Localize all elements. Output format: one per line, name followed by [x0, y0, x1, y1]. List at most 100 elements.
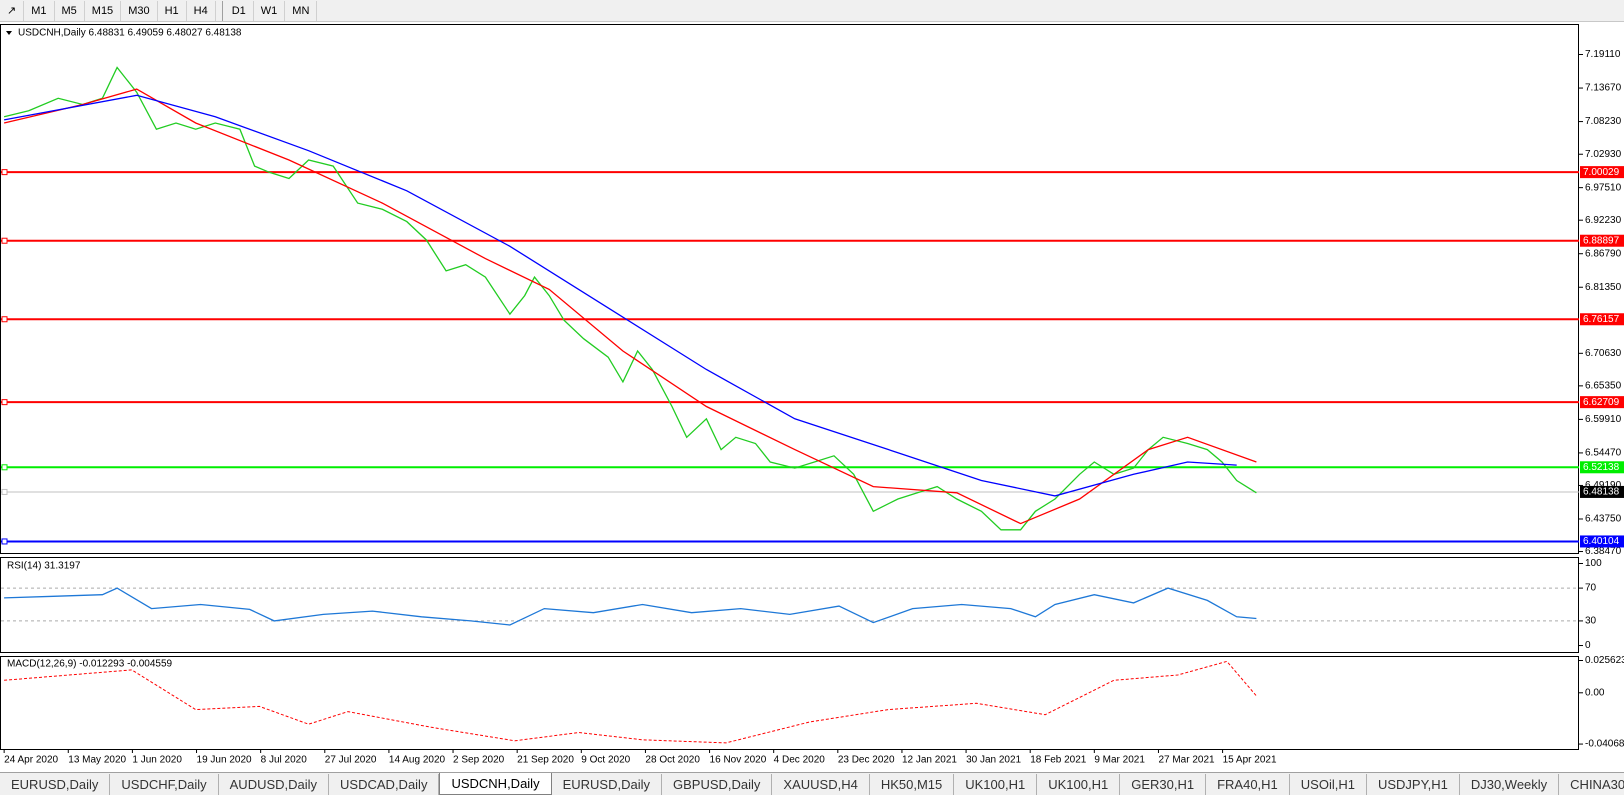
y-tick-label: 6.65350 — [1585, 380, 1622, 391]
timeframe-button[interactable]: D1 — [225, 0, 254, 21]
separator — [216, 0, 223, 21]
y-tick-label: 7.02930 — [1585, 149, 1622, 160]
y-tick-label: 100 — [1585, 558, 1602, 569]
level-label: 6.62709 — [1583, 397, 1620, 408]
x-tick-label: 18 Feb 2021 — [1030, 755, 1087, 766]
y-tick-label: 7.13670 — [1585, 83, 1622, 94]
y-tick-label: 0 — [1585, 640, 1591, 651]
timeframe-button[interactable]: M15 — [85, 0, 122, 21]
x-tick-label: 30 Jan 2021 — [966, 755, 1021, 766]
level-marker — [1, 169, 8, 176]
timeframe-button[interactable]: M5 — [55, 0, 85, 21]
x-tick-label: 21 Sep 2020 — [517, 755, 574, 766]
x-tick-label: 2 Sep 2020 — [453, 755, 505, 766]
y-tick-label: 30 — [1585, 616, 1597, 627]
x-tick-label: 14 Aug 2020 — [389, 755, 446, 766]
level-label-bg — [1580, 313, 1624, 326]
level-label: 6.76157 — [1583, 314, 1620, 325]
chart-tab[interactable]: USDCAD,Daily — [329, 774, 440, 795]
y-tick-label: 6.92230 — [1585, 215, 1622, 226]
level-marker — [1, 316, 8, 323]
tabs: EURUSD,Daily USDCHF,Daily AUDUSD,Daily USDC… — [0, 772, 1624, 795]
timeframe-button[interactable]: MN — [285, 0, 318, 21]
chart-tab[interactable]: USDCHF,Daily — [110, 774, 219, 795]
chart-tab[interactable]: USOil,H1 — [1290, 774, 1367, 795]
series-line — [3, 94, 1237, 497]
chart-tab[interactable]: FRA40,H1 — [1206, 774, 1290, 795]
x-tick-label: 15 Apr 2021 — [1223, 755, 1277, 766]
y-tick-label: 6.97510 — [1585, 182, 1622, 193]
menu-arrow — [6, 31, 12, 35]
x-tick-label: 1 Jun 2020 — [132, 755, 182, 766]
y-tick-label: 6.59910 — [1585, 414, 1622, 425]
y-tick-label: 7.19110 — [1585, 49, 1621, 60]
level-label-bg — [1580, 535, 1624, 548]
level-label-bg — [1580, 234, 1624, 247]
x-tick-label: 9 Oct 2020 — [581, 755, 630, 766]
series-line — [3, 88, 1257, 525]
level-marker — [1, 538, 8, 545]
chart-tab[interactable]: USDCNH,Daily — [439, 773, 552, 795]
chart-tab[interactable]: UK100,H1 — [954, 774, 1038, 795]
draw-tool[interactable]: ↗ — [0, 0, 25, 21]
level-label-bg — [1580, 485, 1624, 498]
y-tick-label: 6.86790 — [1585, 248, 1622, 259]
macd-label: MACD(12,26,9) -0.012293 -0.004559 — [7, 659, 173, 670]
timeframe-button[interactable]: H4 — [187, 0, 216, 21]
x-tick-label: 19 Jun 2020 — [197, 755, 252, 766]
y-tick-label: 7.08230 — [1585, 116, 1622, 127]
rsi-label: RSI(14) 31.3197 — [7, 561, 81, 572]
chart-tab[interactable]: XAUUSD,H4 — [772, 774, 870, 795]
y-tick-label: 6.49190 — [1585, 480, 1622, 491]
timeframe-button[interactable]: M30 — [121, 0, 158, 21]
x-tick-label: 27 Jul 2020 — [325, 755, 377, 766]
level-label-bg — [1580, 461, 1624, 474]
x-tick-label: 8 Jul 2020 — [261, 755, 308, 766]
chart-tab[interactable]: GER30,H1 — [1120, 774, 1207, 795]
chart-tab[interactable]: CHINA300,H1 — [1559, 774, 1624, 795]
chart-tab[interactable]: USDJPY,H1 — [1367, 774, 1460, 795]
x-tick-label: 13 May 2020 — [68, 755, 126, 766]
series-line — [4, 587, 1257, 626]
level-label: 6.52138 — [1583, 462, 1620, 473]
chart: USDCNH,Daily 6.48831 6.49059 6.48027 6.4… — [0, 22, 1624, 772]
x-tick-label: 4 Dec 2020 — [774, 755, 826, 766]
chart-tab[interactable]: AUDUSD,Daily — [219, 774, 330, 795]
timeframe-button[interactable]: H1 — [158, 0, 187, 21]
y-tick-label: 70 — [1585, 583, 1597, 594]
x-tick-label: 27 Mar 2021 — [1158, 755, 1215, 766]
y-tick-label: 6.70630 — [1585, 348, 1622, 359]
x-tick-label: 12 Jan 2021 — [902, 755, 957, 766]
x-tick-label: 9 Mar 2021 — [1094, 755, 1145, 766]
level-label: 6.48138 — [1583, 487, 1620, 498]
chart-tab[interactable]: DJ30,Weekly — [1460, 774, 1560, 795]
y-tick-label: 6.54470 — [1585, 448, 1622, 459]
level-marker — [1, 464, 8, 471]
y-tick-label: -0.040687 — [1585, 739, 1624, 750]
x-tick-label: 23 Dec 2020 — [838, 755, 895, 766]
series-line — [4, 660, 1257, 744]
x-tick-label: 24 Apr 2020 — [4, 755, 58, 766]
level-label: 7.00029 — [1583, 167, 1620, 178]
level-marker — [1, 399, 8, 406]
macd-panel — [0, 656, 1579, 750]
y-tick-label: 6.38470 — [1585, 546, 1622, 557]
chart-tab[interactable]: EURUSD,Daily — [552, 774, 662, 795]
chart-tab[interactable]: GBPUSD,Daily — [662, 774, 773, 795]
level-label-bg — [1580, 396, 1624, 409]
toolbar: ↗ M1 M5 M15 M30 H1 H4 D1 W1 MN — [0, 0, 1624, 22]
level-marker — [1, 488, 8, 495]
level-label: 6.40104 — [1583, 536, 1620, 547]
timeframe-button[interactable]: M1 — [24, 0, 55, 21]
main-panel — [0, 24, 1579, 554]
level-marker — [1, 237, 8, 244]
y-tick-label: 6.43750 — [1585, 514, 1622, 525]
x-tick-label: 16 Nov 2020 — [710, 755, 767, 766]
timeframe-button[interactable]: W1 — [254, 0, 286, 21]
chart-tab[interactable]: HK50,M15 — [870, 774, 955, 795]
chart-tab[interactable]: UK100,H1 — [1037, 774, 1121, 795]
chart-tab[interactable]: EURUSD,Daily — [0, 774, 111, 795]
y-tick-label: 0.025623 — [1585, 655, 1624, 666]
rsi-panel — [0, 557, 1579, 653]
